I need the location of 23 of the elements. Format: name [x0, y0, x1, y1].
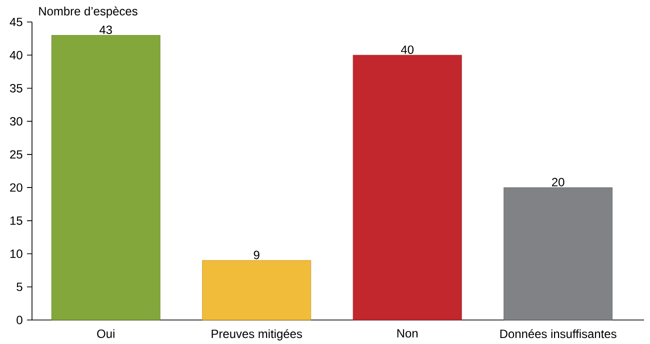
y-tick-label: 25 [10, 150, 22, 158]
data-label: 20 [552, 178, 564, 186]
bar [51, 34, 160, 320]
y-tick-label: 20 [10, 183, 22, 192]
y-tick-label: 35 [10, 84, 22, 92]
y-tick-label: 5 [16, 282, 22, 291]
y-axis-title: Nombre d’espèces [39, 6, 138, 18]
y-tick-label: 40 [10, 50, 22, 60]
data-label: 40 [400, 45, 414, 54]
x-tick-label: Non [397, 328, 418, 338]
bar [352, 54, 462, 320]
bar [504, 187, 613, 320]
data-label: 43 [100, 25, 112, 34]
data-label: 9 [254, 250, 260, 259]
y-tick-label: 15 [10, 216, 22, 225]
y-tick-label: 10 [10, 249, 22, 258]
bar [202, 260, 312, 320]
y-tick-label: 0 [16, 316, 22, 324]
y-tick-label: 45 [10, 18, 22, 26]
x-tick-label: Données insuffisantes [500, 328, 616, 338]
y-tick-label: 30 [10, 116, 22, 126]
x-tick-label: Oui [97, 328, 114, 338]
x-tick-label: Preuves mitigées [212, 328, 302, 340]
